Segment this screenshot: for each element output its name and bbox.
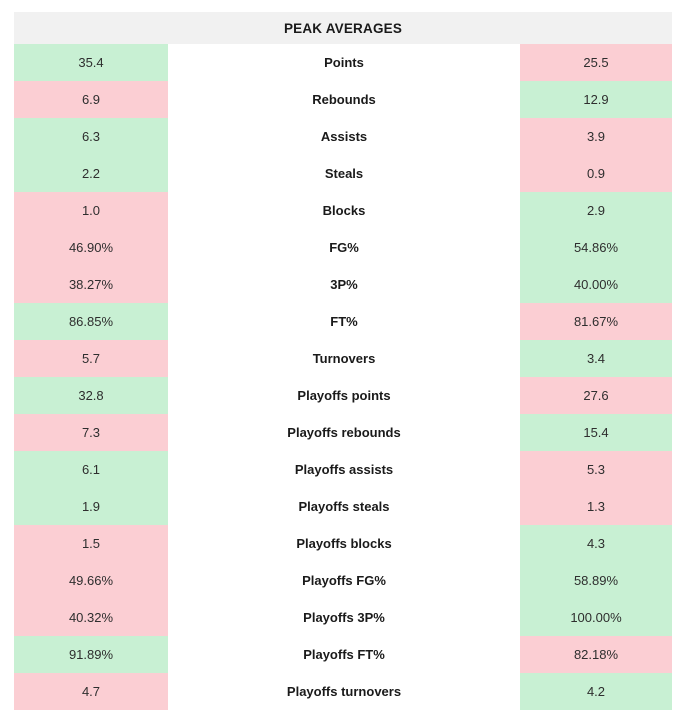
left-player-value: 7.3 <box>14 414 168 451</box>
left-player-value: 46.90% <box>14 229 168 266</box>
stat-rows: 35.4 Points 25.5 6.9 Rebounds 12.9 6.3 A… <box>14 44 672 710</box>
stat-label: Points <box>168 44 520 81</box>
left-player-value: 49.66% <box>14 562 168 599</box>
stat-label: Playoffs points <box>168 377 520 414</box>
stat-label: Steals <box>168 155 520 192</box>
right-player-value: 27.6 <box>520 377 672 414</box>
stat-row: 35.4 Points 25.5 <box>14 44 672 81</box>
right-player-value: 3.9 <box>520 118 672 155</box>
stat-row: 86.85% FT% 81.67% <box>14 303 672 340</box>
left-player-value: 38.27% <box>14 266 168 303</box>
stat-label: Playoffs steals <box>168 488 520 525</box>
left-player-value: 2.2 <box>14 155 168 192</box>
right-player-value: 25.5 <box>520 44 672 81</box>
right-player-value: 3.4 <box>520 340 672 377</box>
stat-row: 7.3 Playoffs rebounds 15.4 <box>14 414 672 451</box>
stat-label: Playoffs 3P% <box>168 599 520 636</box>
left-player-value: 35.4 <box>14 44 168 81</box>
right-player-value: 58.89% <box>520 562 672 599</box>
stat-label: Playoffs turnovers <box>168 673 520 710</box>
left-player-value: 1.0 <box>14 192 168 229</box>
right-player-value: 5.3 <box>520 451 672 488</box>
stat-label: Assists <box>168 118 520 155</box>
stat-row: 91.89% Playoffs FT% 82.18% <box>14 636 672 673</box>
table-header: PEAK AVERAGES <box>14 12 672 44</box>
left-player-value: 5.7 <box>14 340 168 377</box>
stat-row: 2.2 Steals 0.9 <box>14 155 672 192</box>
stat-row: 1.5 Playoffs blocks 4.3 <box>14 525 672 562</box>
right-player-value: 15.4 <box>520 414 672 451</box>
stat-label: Playoffs FG% <box>168 562 520 599</box>
stat-label: Rebounds <box>168 81 520 118</box>
peak-averages-table: PEAK AVERAGES 35.4 Points 25.5 6.9 Rebou… <box>14 12 672 710</box>
right-player-value: 4.3 <box>520 525 672 562</box>
left-player-value: 1.9 <box>14 488 168 525</box>
left-player-value: 6.1 <box>14 451 168 488</box>
stat-row: 38.27% 3P% 40.00% <box>14 266 672 303</box>
stat-row: 6.1 Playoffs assists 5.3 <box>14 451 672 488</box>
left-player-value: 86.85% <box>14 303 168 340</box>
stat-row: 5.7 Turnovers 3.4 <box>14 340 672 377</box>
right-player-value: 1.3 <box>520 488 672 525</box>
stat-label: Playoffs blocks <box>168 525 520 562</box>
left-player-value: 6.3 <box>14 118 168 155</box>
right-player-value: 54.86% <box>520 229 672 266</box>
stat-label: Playoffs rebounds <box>168 414 520 451</box>
table-title: PEAK AVERAGES <box>283 20 403 36</box>
stat-label: 3P% <box>168 266 520 303</box>
stat-label: FG% <box>168 229 520 266</box>
right-player-value: 0.9 <box>520 155 672 192</box>
stat-row: 1.0 Blocks 2.9 <box>14 192 672 229</box>
stat-row: 32.8 Playoffs points 27.6 <box>14 377 672 414</box>
stat-label: Blocks <box>168 192 520 229</box>
stat-row: 6.9 Rebounds 12.9 <box>14 81 672 118</box>
right-player-value: 4.2 <box>520 673 672 710</box>
stat-label: Turnovers <box>168 340 520 377</box>
left-player-value: 32.8 <box>14 377 168 414</box>
right-player-value: 2.9 <box>520 192 672 229</box>
right-player-value: 82.18% <box>520 636 672 673</box>
right-player-value: 40.00% <box>520 266 672 303</box>
stat-label: Playoffs assists <box>168 451 520 488</box>
stat-row: 46.90% FG% 54.86% <box>14 229 672 266</box>
stat-row: 49.66% Playoffs FG% 58.89% <box>14 562 672 599</box>
left-player-value: 91.89% <box>14 636 168 673</box>
right-player-value: 100.00% <box>520 599 672 636</box>
left-player-value: 1.5 <box>14 525 168 562</box>
stat-label: FT% <box>168 303 520 340</box>
stat-row: 4.7 Playoffs turnovers 4.2 <box>14 673 672 710</box>
right-player-value: 12.9 <box>520 81 672 118</box>
left-player-value: 6.9 <box>14 81 168 118</box>
right-player-value: 81.67% <box>520 303 672 340</box>
stat-label: Playoffs FT% <box>168 636 520 673</box>
stat-row: 40.32% Playoffs 3P% 100.00% <box>14 599 672 636</box>
stat-row: 1.9 Playoffs steals 1.3 <box>14 488 672 525</box>
left-player-value: 4.7 <box>14 673 168 710</box>
left-player-value: 40.32% <box>14 599 168 636</box>
stat-row: 6.3 Assists 3.9 <box>14 118 672 155</box>
